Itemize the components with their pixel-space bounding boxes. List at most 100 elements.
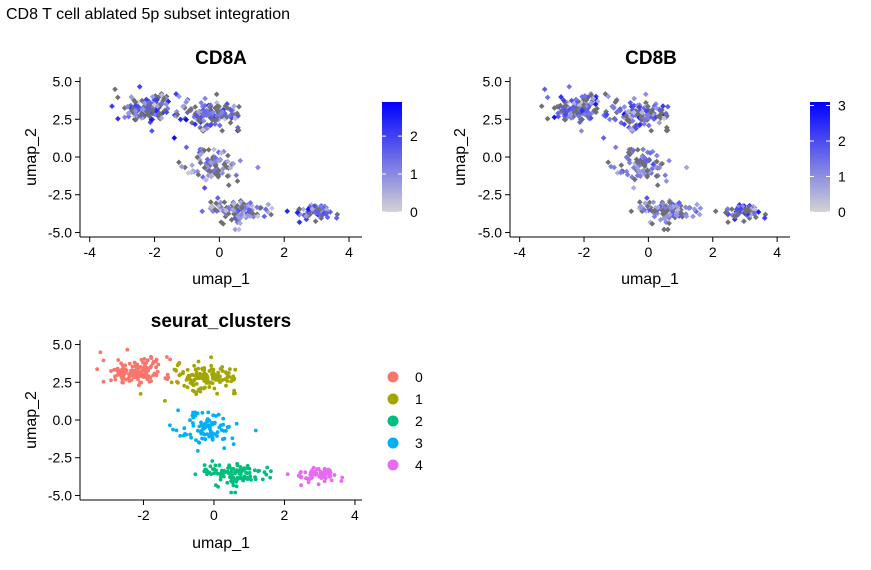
- cell-point: [733, 206, 740, 213]
- cell-point: [761, 215, 768, 221]
- cell-point: [213, 200, 219, 207]
- cell-point: [323, 210, 330, 217]
- cell-point-cluster-0: [151, 359, 156, 364]
- cell-point-cluster-2: [256, 469, 260, 473]
- cell-point: [551, 114, 558, 121]
- cell-point: [136, 83, 143, 90]
- cell-point: [146, 113, 153, 120]
- cell-point: [631, 95, 638, 102]
- cell-point-cluster-0: [130, 364, 135, 369]
- panel-cd8a: CD8A -4 -2 0 2 4 -5.0 -2.5 0.0 2.5 5.0 umap_1 uma…: [23, 48, 418, 288]
- y-tick-label: -2.5: [48, 187, 72, 203]
- cell-point-cluster-2: [208, 464, 213, 469]
- cell-point-cluster-1: [187, 376, 192, 381]
- cell-point: [641, 163, 648, 169]
- cell-point-cluster-0: [121, 380, 125, 385]
- cell-point-cluster-0: [141, 365, 146, 370]
- cell-point-cluster-4: [309, 476, 314, 480]
- cell-point-cluster-2: [207, 470, 212, 475]
- cell-point: [650, 161, 657, 168]
- cell-point-cluster-0: [113, 377, 118, 382]
- cell-point: [654, 182, 661, 189]
- cell-point-cluster-1: [209, 363, 214, 368]
- cell-point: [125, 110, 132, 117]
- cell-point-cluster-2: [212, 471, 217, 476]
- cell-point: [606, 116, 613, 123]
- cell-point-cluster-0: [123, 363, 128, 368]
- cell-point-cluster-2: [268, 475, 273, 480]
- cell-point: [224, 105, 231, 111]
- cell-point-cluster-2: [245, 463, 250, 468]
- cell-point: [206, 167, 213, 174]
- cell-point: [208, 173, 215, 179]
- cell-point-cluster-3: [206, 423, 211, 428]
- cell-point-cluster-1: [229, 379, 234, 384]
- cell-point: [163, 109, 170, 116]
- cell-point: [663, 178, 670, 184]
- cell-point: [223, 208, 229, 214]
- cell-point: [200, 126, 206, 133]
- colorbar-tick-label: 0: [410, 204, 418, 220]
- cell-point-cluster-0: [154, 365, 159, 370]
- y-axis-label-cd8b: umap_2: [452, 128, 469, 186]
- legend-label-cluster-1: 1: [415, 391, 423, 407]
- cell-point: [605, 93, 612, 100]
- cell-point: [221, 199, 228, 206]
- cell-point: [652, 208, 658, 214]
- cell-point-cluster-2: [233, 471, 237, 476]
- cell-point: [212, 121, 218, 127]
- cell-point-cluster-3: [191, 415, 196, 420]
- cell-point-cluster-1: [212, 386, 217, 391]
- cell-point-cluster-1: [196, 373, 201, 378]
- cell-point: [207, 199, 214, 205]
- cell-point-cluster-3: [181, 433, 186, 438]
- cell-point-cluster-4: [316, 482, 321, 487]
- cell-point-cluster-1: [215, 391, 220, 396]
- cell-point-cluster-2: [227, 471, 232, 476]
- cell-point: [654, 152, 660, 159]
- cell-point: [216, 122, 223, 129]
- cell-point: [254, 204, 260, 211]
- cell-point: [230, 201, 237, 207]
- cell-point: [213, 91, 220, 98]
- cell-point: [217, 157, 223, 164]
- x-axis-label-cd8a: umap_1: [192, 271, 250, 288]
- cell-point-cluster-0: [165, 372, 170, 377]
- x-tick-label: 0: [210, 507, 218, 523]
- legend-key-cluster-3: [387, 437, 399, 449]
- cell-point-cluster-1: [178, 372, 183, 377]
- cell-point: [213, 117, 219, 123]
- cell-point: [115, 115, 121, 122]
- cell-point-cluster-1: [199, 374, 204, 379]
- cell-point: [683, 164, 690, 171]
- cell-point: [158, 92, 165, 98]
- cell-point-cluster-0: [101, 358, 106, 363]
- x-tick-label: -4: [83, 244, 96, 260]
- cell-point-cluster-1: [176, 380, 180, 385]
- cell-point-cluster-1: [169, 380, 174, 385]
- cell-point: [202, 176, 209, 183]
- cell-point: [237, 157, 244, 164]
- cell-point: [234, 110, 240, 117]
- cell-point: [630, 185, 637, 191]
- cell-point: [225, 182, 232, 189]
- legend-key-cluster-1: [387, 393, 399, 405]
- colorbar-tick-label: 2: [838, 133, 846, 149]
- cell-point-cluster-0: [112, 367, 116, 372]
- cell-point-cluster-2: [211, 467, 215, 471]
- cell-point: [624, 109, 631, 115]
- x-tick-label: 2: [280, 244, 288, 260]
- cell-point-cluster-2: [227, 465, 232, 469]
- cell-point: [149, 93, 156, 100]
- cell-point: [623, 112, 629, 119]
- cell-point: [247, 199, 254, 206]
- cell-point: [641, 206, 648, 213]
- cell-point: [600, 135, 607, 141]
- cell-point-cluster-0: [109, 378, 113, 383]
- cell-point: [161, 95, 167, 102]
- cell-point-cluster-3: [168, 423, 172, 428]
- cell-point: [603, 111, 610, 118]
- cell-point-cluster-1: [233, 391, 237, 396]
- cell-point-cluster-2: [229, 479, 234, 483]
- ticks-cd8a: -4 -2 0 2 4 -5.0 -2.5 0.0 2.5 5.0: [48, 74, 353, 260]
